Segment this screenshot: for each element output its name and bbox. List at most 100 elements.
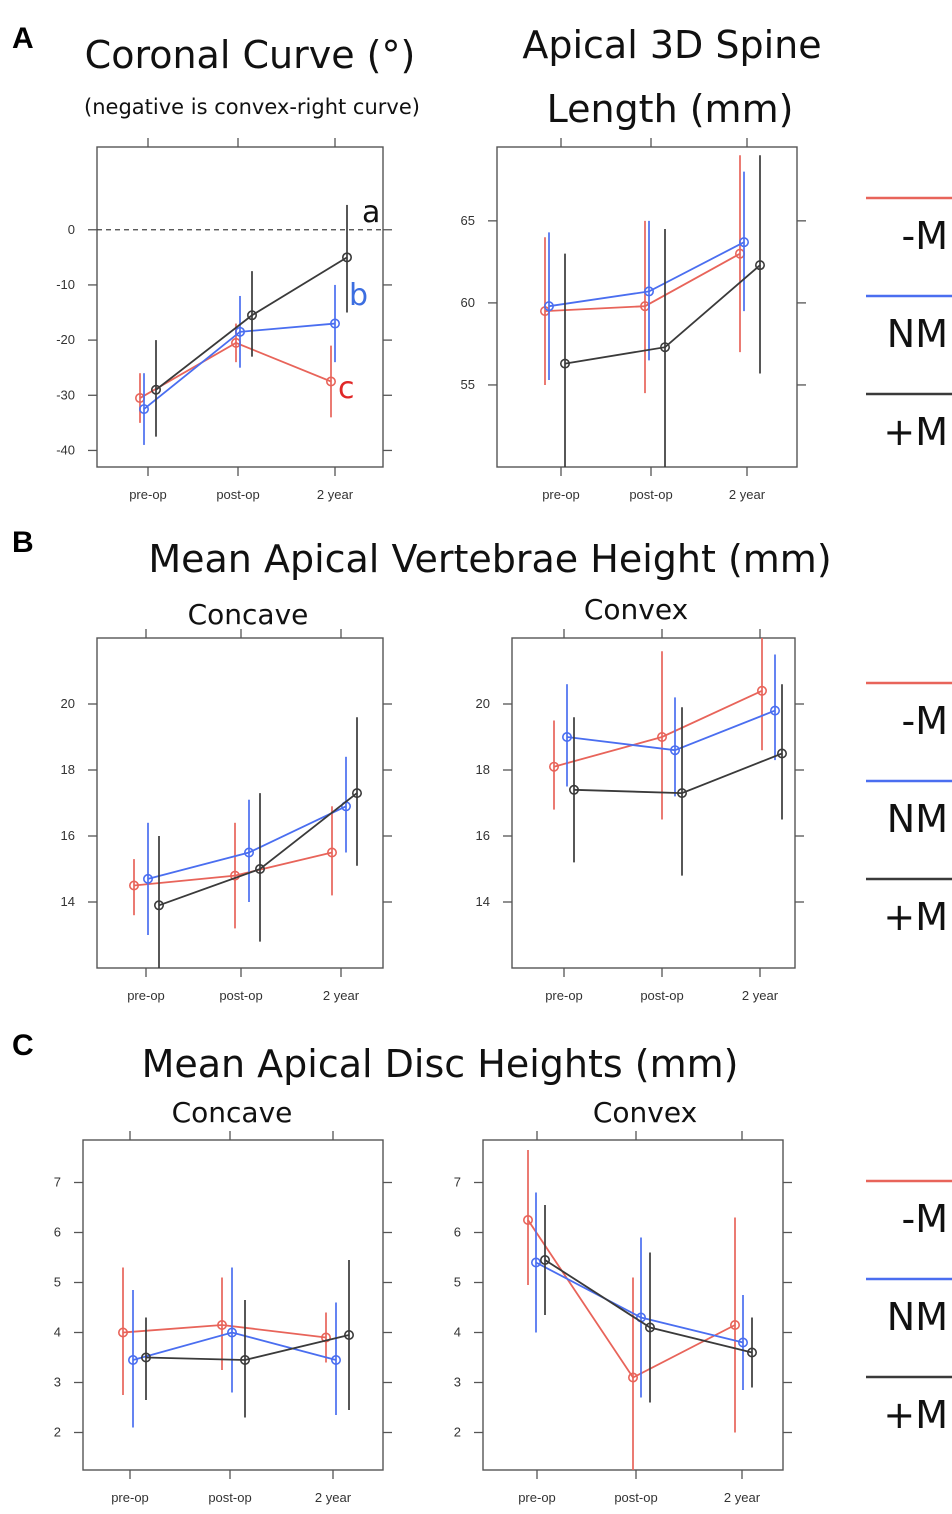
data-point [644,1322,655,1333]
data-point [559,358,570,369]
y-tick-label: 65 [461,213,475,228]
plot-frame [511,637,796,969]
data-point [320,1332,331,1343]
series-line [132,1331,337,1361]
disc-convex-title: Convex [593,1096,697,1129]
data-point [129,880,140,891]
y-tick-label: 14 [476,894,490,909]
series-plusM [568,684,787,876]
x-tick-label: pre-op [518,1490,556,1505]
series-minusM [118,1267,331,1395]
y-tick-label: 20 [476,696,490,711]
legend-label: +M [883,1393,948,1437]
series-minusM [522,1150,740,1470]
series-line [158,792,358,907]
y-tick-label: 18 [476,762,490,777]
data-point [329,318,340,329]
annotation-b: b [349,278,368,313]
plot-frame [82,1139,384,1471]
series-NM [543,171,749,381]
data-point [776,748,787,759]
x-tick-label: 2 year [315,1490,352,1505]
data-point [656,731,667,742]
y-tick-label: 6 [454,1225,461,1240]
chart-b1: 14 16 18 20 pre-op post-op 2 year [61,629,392,1003]
series-plusM [151,204,352,437]
disc-heights-title: Mean Apical Disc Heights (mm) [142,1042,739,1086]
chart-a2: 55 60 65 pre-op post-op 2 year [461,138,806,502]
legend-label: -M [902,1197,949,1241]
series-line [145,1334,350,1361]
y-tick-label: 20 [61,696,75,711]
y-tick-label: 4 [454,1325,461,1340]
x-tick-label: pre-op [542,487,580,502]
data-point [244,847,255,858]
legends-layer: -M NM +M -M NM +M -M NM +M [866,196,952,1437]
data-point [325,376,336,387]
series-line [535,1261,744,1344]
series-minusM [539,155,745,394]
y-tick-label: 18 [61,762,75,777]
y-tick-label: -10 [56,277,75,292]
data-point [769,705,780,716]
x-tick-label: post-op [640,988,683,1003]
y-tick-label: 2 [54,1425,61,1440]
data-point [235,326,246,337]
series-line [143,322,336,410]
legend-b: -M NM +M [866,681,952,939]
series-minusM [129,806,337,929]
series-line [548,241,745,308]
data-point [341,252,352,263]
series-plusM [154,717,362,968]
data-point [659,342,670,353]
series-line [544,1259,753,1354]
y-tick-label: 7 [54,1175,61,1190]
y-tick-label: 2 [454,1425,461,1440]
series-line [553,689,763,768]
data-point [746,1347,757,1358]
legend-c: -M NM +M [866,1179,952,1437]
data-point [568,784,579,795]
legend-label: -M [902,214,949,258]
series-line [155,256,348,391]
x-tick-label: post-op [629,487,672,502]
x-tick-label: post-op [216,487,259,502]
vertebrae-concave-title: Concave [188,598,309,631]
legend-label: NM [887,312,948,356]
x-tick-label: post-op [614,1490,657,1505]
x-tick-label: pre-op [111,1490,149,1505]
data-point [669,745,680,756]
series-line [566,709,776,752]
data-point [227,1327,238,1338]
data-point [326,847,337,858]
data-point [530,1257,541,1268]
series-NM [530,1192,748,1398]
data-point [729,1320,740,1331]
plot-frame [96,146,384,468]
data-point [217,1320,228,1331]
data-point [139,404,150,415]
data-point [330,1355,341,1366]
data-point [151,384,162,395]
series-plusM [559,155,765,467]
y-tick-label: 16 [476,828,490,843]
series-line [139,341,332,399]
y-tick-label: 14 [61,894,75,909]
chart-c1: 2 3 4 5 6 7 pre-op post-op 2 year [54,1131,392,1505]
data-point [247,310,258,321]
series-line [147,805,347,880]
series-line [544,252,741,313]
y-tick-label: 55 [461,377,475,392]
vertebrae-height-title: Mean Apical Vertebrae Height (mm) [148,537,831,581]
panel-label-b: B [12,526,34,559]
y-tick-label: 60 [461,295,475,310]
annotation-a: a [362,195,380,230]
spine-length-title-line2: Length (mm) [547,87,794,131]
data-point [737,1337,748,1348]
series-plusM [539,1205,757,1403]
coronal-curve-title: Coronal Curve (°) [85,33,416,77]
series-minusM [135,323,336,423]
data-point [754,260,765,271]
